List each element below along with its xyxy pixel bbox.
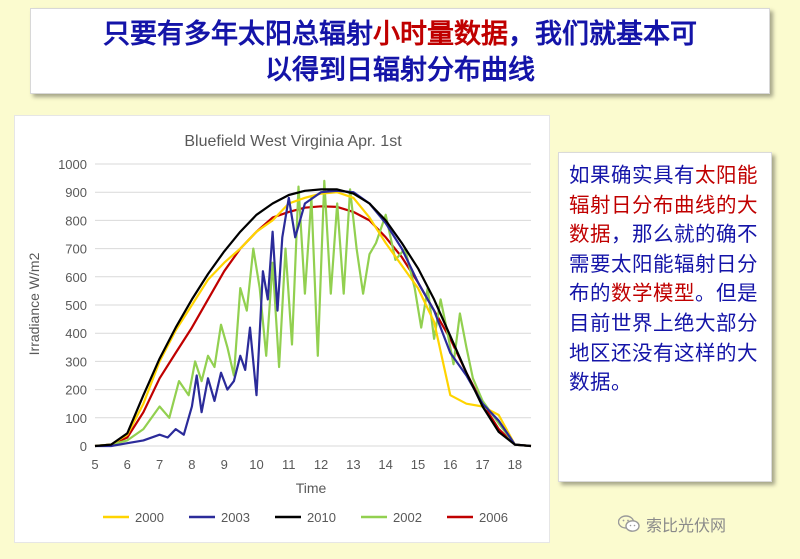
series-line-2010: [94, 188, 532, 448]
x-tick-label: 18: [508, 457, 522, 472]
x-tick-label: 17: [475, 457, 489, 472]
x-axis-label: Time: [296, 480, 327, 496]
y-axis-label: Irradiance W/m2: [26, 252, 42, 355]
side-text-highlight1: 太阳能辐射日分布曲线的大数据: [569, 163, 758, 247]
y-tick-label: 900: [65, 185, 87, 200]
chart-title: Bluefield West Virginia Apr. 1st: [184, 133, 402, 150]
chart-ticks: 0 100 200 300 400 500 600 700 800 900 1000 5 6 7 8 9 10 1…: [58, 157, 522, 472]
y-tick-label: 0: [80, 439, 87, 454]
irradiance-line-chart: Bluefield West Virginia Apr. 1st 0 100 200…: [26, 133, 532, 525]
slide-title-line-2: 以得到日辐射分布曲线: [265, 55, 535, 86]
watermark: 索比光伏网: [618, 512, 726, 536]
legend-label-2010: 2010: [307, 510, 336, 525]
series-line-2002: [94, 179, 532, 448]
legend-label-2006: 2006: [479, 510, 508, 525]
y-tick-label: 600: [65, 270, 87, 285]
title-line1-part1: 只要有多年太阳总辐射: [103, 19, 373, 50]
y-tick-label: 1000: [58, 157, 87, 172]
title-line1-part2: ，我们就基本可: [508, 19, 697, 50]
side-text-part2: ，那么就的确不需要太阳能辐射日分布的: [569, 222, 758, 306]
chart-panel: Bluefield West Virginia Apr. 1st 0 100 200…: [14, 115, 550, 543]
slide-title-line-1: 只要有多年太阳总辐射小时量数据，我们就基本可: [31, 17, 769, 53]
y-tick-label: 200: [65, 383, 87, 398]
chart-series: [94, 179, 532, 448]
side-text-part1: 如果确实具有: [569, 163, 695, 187]
x-tick-label: 12: [314, 457, 328, 472]
legend-label-2002: 2002: [393, 510, 422, 525]
slide-title: 只要有多年太阳总辐射小时量数据，我们就基本可 以得到日辐射分布曲线: [30, 8, 770, 94]
legend-label-2003: 2003: [221, 510, 250, 525]
x-tick-label: 5: [91, 457, 98, 472]
x-tick-label: 14: [378, 457, 392, 472]
side-text-part3: 。但是目前世界上绝大部分地区还没有这样的大数据。: [569, 281, 758, 395]
series-line-2003: [95, 189, 532, 448]
legend-label-2000: 2000: [135, 510, 164, 525]
side-text-highlight2: 数学模型: [611, 281, 695, 306]
series-line-2000: [94, 191, 532, 448]
x-tick-label: 16: [443, 457, 457, 472]
title-highlight: 小时量数据: [373, 19, 508, 50]
wechat-icon: [618, 515, 640, 532]
chart-legend: 2000 2003 2010 2002 2006: [103, 510, 508, 525]
y-tick-label: 500: [65, 298, 87, 313]
watermark-text: 索比光伏网: [646, 516, 727, 535]
x-tick-label: 11: [282, 457, 296, 472]
x-tick-label: 15: [411, 457, 425, 472]
x-tick-label: 6: [124, 457, 131, 472]
x-tick-label: 9: [221, 457, 228, 472]
side-text-box: 如果确实具有太阳能辐射日分布曲线的大数据，那么就的确不需要太阳能辐射日分布的数学…: [558, 152, 772, 482]
x-tick-label: 7: [156, 457, 163, 472]
y-tick-label: 800: [65, 213, 87, 228]
y-tick-label: 700: [65, 242, 87, 257]
x-tick-label: 10: [249, 457, 263, 472]
y-tick-label: 300: [65, 354, 87, 369]
x-tick-label: 8: [188, 457, 195, 472]
y-tick-label: 400: [65, 326, 87, 341]
x-tick-label: 13: [346, 457, 360, 472]
y-tick-label: 100: [65, 411, 87, 426]
